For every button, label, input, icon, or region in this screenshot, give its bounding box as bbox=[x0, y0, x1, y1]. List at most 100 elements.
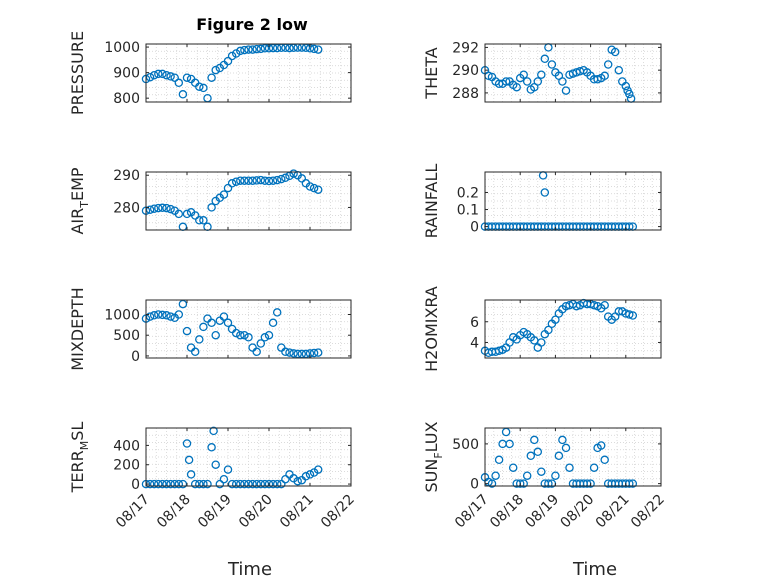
y-tick-label: 500 bbox=[113, 328, 140, 344]
data-point bbox=[544, 479, 553, 488]
data-point bbox=[227, 324, 237, 334]
data-point bbox=[614, 65, 624, 75]
axes-box bbox=[145, 171, 352, 231]
data-point bbox=[166, 479, 175, 489]
data-point bbox=[501, 77, 511, 86]
data-point bbox=[256, 175, 266, 185]
data-point bbox=[236, 46, 245, 56]
data-point bbox=[554, 451, 564, 461]
y-tick-label: 0 bbox=[470, 220, 479, 236]
y-tick-label: 0 bbox=[131, 349, 140, 365]
data-point bbox=[313, 465, 323, 474]
data-point bbox=[244, 333, 253, 342]
data-point bbox=[309, 183, 319, 193]
data-point bbox=[199, 83, 208, 93]
y-tick-label: 400 bbox=[113, 438, 140, 454]
subplot-5: 0 500 1000 MIXDEPTH bbox=[68, 287, 352, 371]
data-point bbox=[162, 479, 171, 489]
data-point bbox=[538, 171, 548, 180]
y-tick-label: 0.1 bbox=[457, 203, 479, 219]
axes-box bbox=[484, 427, 662, 487]
data-point bbox=[628, 479, 638, 488]
x-tick-label: 08/20 bbox=[236, 492, 276, 532]
data-point bbox=[186, 470, 196, 479]
data-point bbox=[211, 460, 220, 469]
data-point bbox=[256, 44, 266, 54]
data-point bbox=[600, 455, 609, 465]
y-tick-label: 200 bbox=[113, 458, 140, 474]
data-point bbox=[182, 326, 192, 336]
data-point bbox=[551, 471, 560, 480]
y-tick-label: 0.2 bbox=[457, 185, 479, 201]
y-tick-label: 288 bbox=[452, 86, 479, 102]
data-point bbox=[186, 343, 196, 352]
y-tick-label: 0 bbox=[470, 477, 479, 493]
y-tick-label: 800 bbox=[113, 91, 140, 107]
subplot-1: 800 900 1000 PRESSURE bbox=[68, 31, 352, 115]
x-axis-label-left: Time bbox=[227, 559, 272, 580]
data-point bbox=[505, 338, 514, 347]
data-point bbox=[178, 299, 188, 309]
data-point bbox=[625, 89, 634, 99]
y-tick-label: 1000 bbox=[104, 40, 140, 56]
data-point bbox=[154, 69, 163, 79]
data-point bbox=[526, 451, 536, 461]
data-point bbox=[540, 54, 550, 64]
data-point bbox=[530, 435, 539, 445]
data-point bbox=[540, 188, 550, 197]
data-point bbox=[551, 315, 560, 324]
data-point bbox=[600, 71, 609, 81]
x-tick-label: 08/19 bbox=[522, 492, 562, 532]
y-axis-label: AIRTEMP bbox=[68, 167, 91, 234]
data-point bbox=[505, 439, 514, 449]
data-point bbox=[264, 479, 274, 489]
data-point bbox=[293, 476, 302, 486]
data-point bbox=[149, 479, 159, 489]
data-point bbox=[166, 72, 175, 81]
data-point bbox=[600, 300, 609, 310]
data-point bbox=[248, 343, 257, 352]
data-point bbox=[260, 176, 270, 185]
data-point bbox=[252, 44, 261, 54]
figure-title: Figure 2 low bbox=[196, 15, 308, 34]
data-point bbox=[166, 312, 175, 321]
data-point bbox=[537, 338, 546, 347]
subplot-2: 288 290 292 THETA bbox=[422, 40, 662, 103]
data-point bbox=[162, 311, 171, 320]
x-tick-label: 08/20 bbox=[558, 492, 598, 532]
y-tick-label: 1000 bbox=[104, 308, 140, 324]
data-point bbox=[281, 173, 290, 183]
data-point bbox=[272, 479, 282, 489]
data-point bbox=[223, 318, 233, 328]
subplot-6: 4 6 H2OMIXRA bbox=[422, 286, 662, 372]
y-tick-label: 900 bbox=[113, 66, 140, 82]
data-point bbox=[195, 216, 204, 225]
data-point bbox=[178, 90, 188, 99]
data-point bbox=[515, 479, 525, 488]
data-point bbox=[281, 347, 290, 357]
data-point bbox=[544, 325, 553, 335]
data-point bbox=[223, 56, 233, 66]
data-point bbox=[203, 479, 212, 489]
data-point bbox=[248, 45, 257, 54]
data-point bbox=[260, 333, 270, 342]
axes-box bbox=[145, 427, 352, 487]
data-point bbox=[207, 203, 216, 212]
data-point bbox=[154, 310, 163, 319]
data-point bbox=[547, 60, 557, 69]
data-point bbox=[149, 70, 159, 80]
data-point bbox=[544, 43, 553, 52]
data-point bbox=[297, 174, 307, 183]
data-point bbox=[277, 479, 286, 489]
data-point bbox=[219, 474, 229, 484]
data-point bbox=[593, 75, 602, 84]
axes-box bbox=[484, 299, 662, 359]
data-point bbox=[231, 479, 241, 489]
data-point bbox=[309, 348, 319, 358]
y-axis-label: PRESSURE bbox=[68, 31, 87, 115]
data-point bbox=[219, 190, 229, 199]
data-point bbox=[561, 443, 571, 453]
data-point bbox=[158, 310, 167, 320]
